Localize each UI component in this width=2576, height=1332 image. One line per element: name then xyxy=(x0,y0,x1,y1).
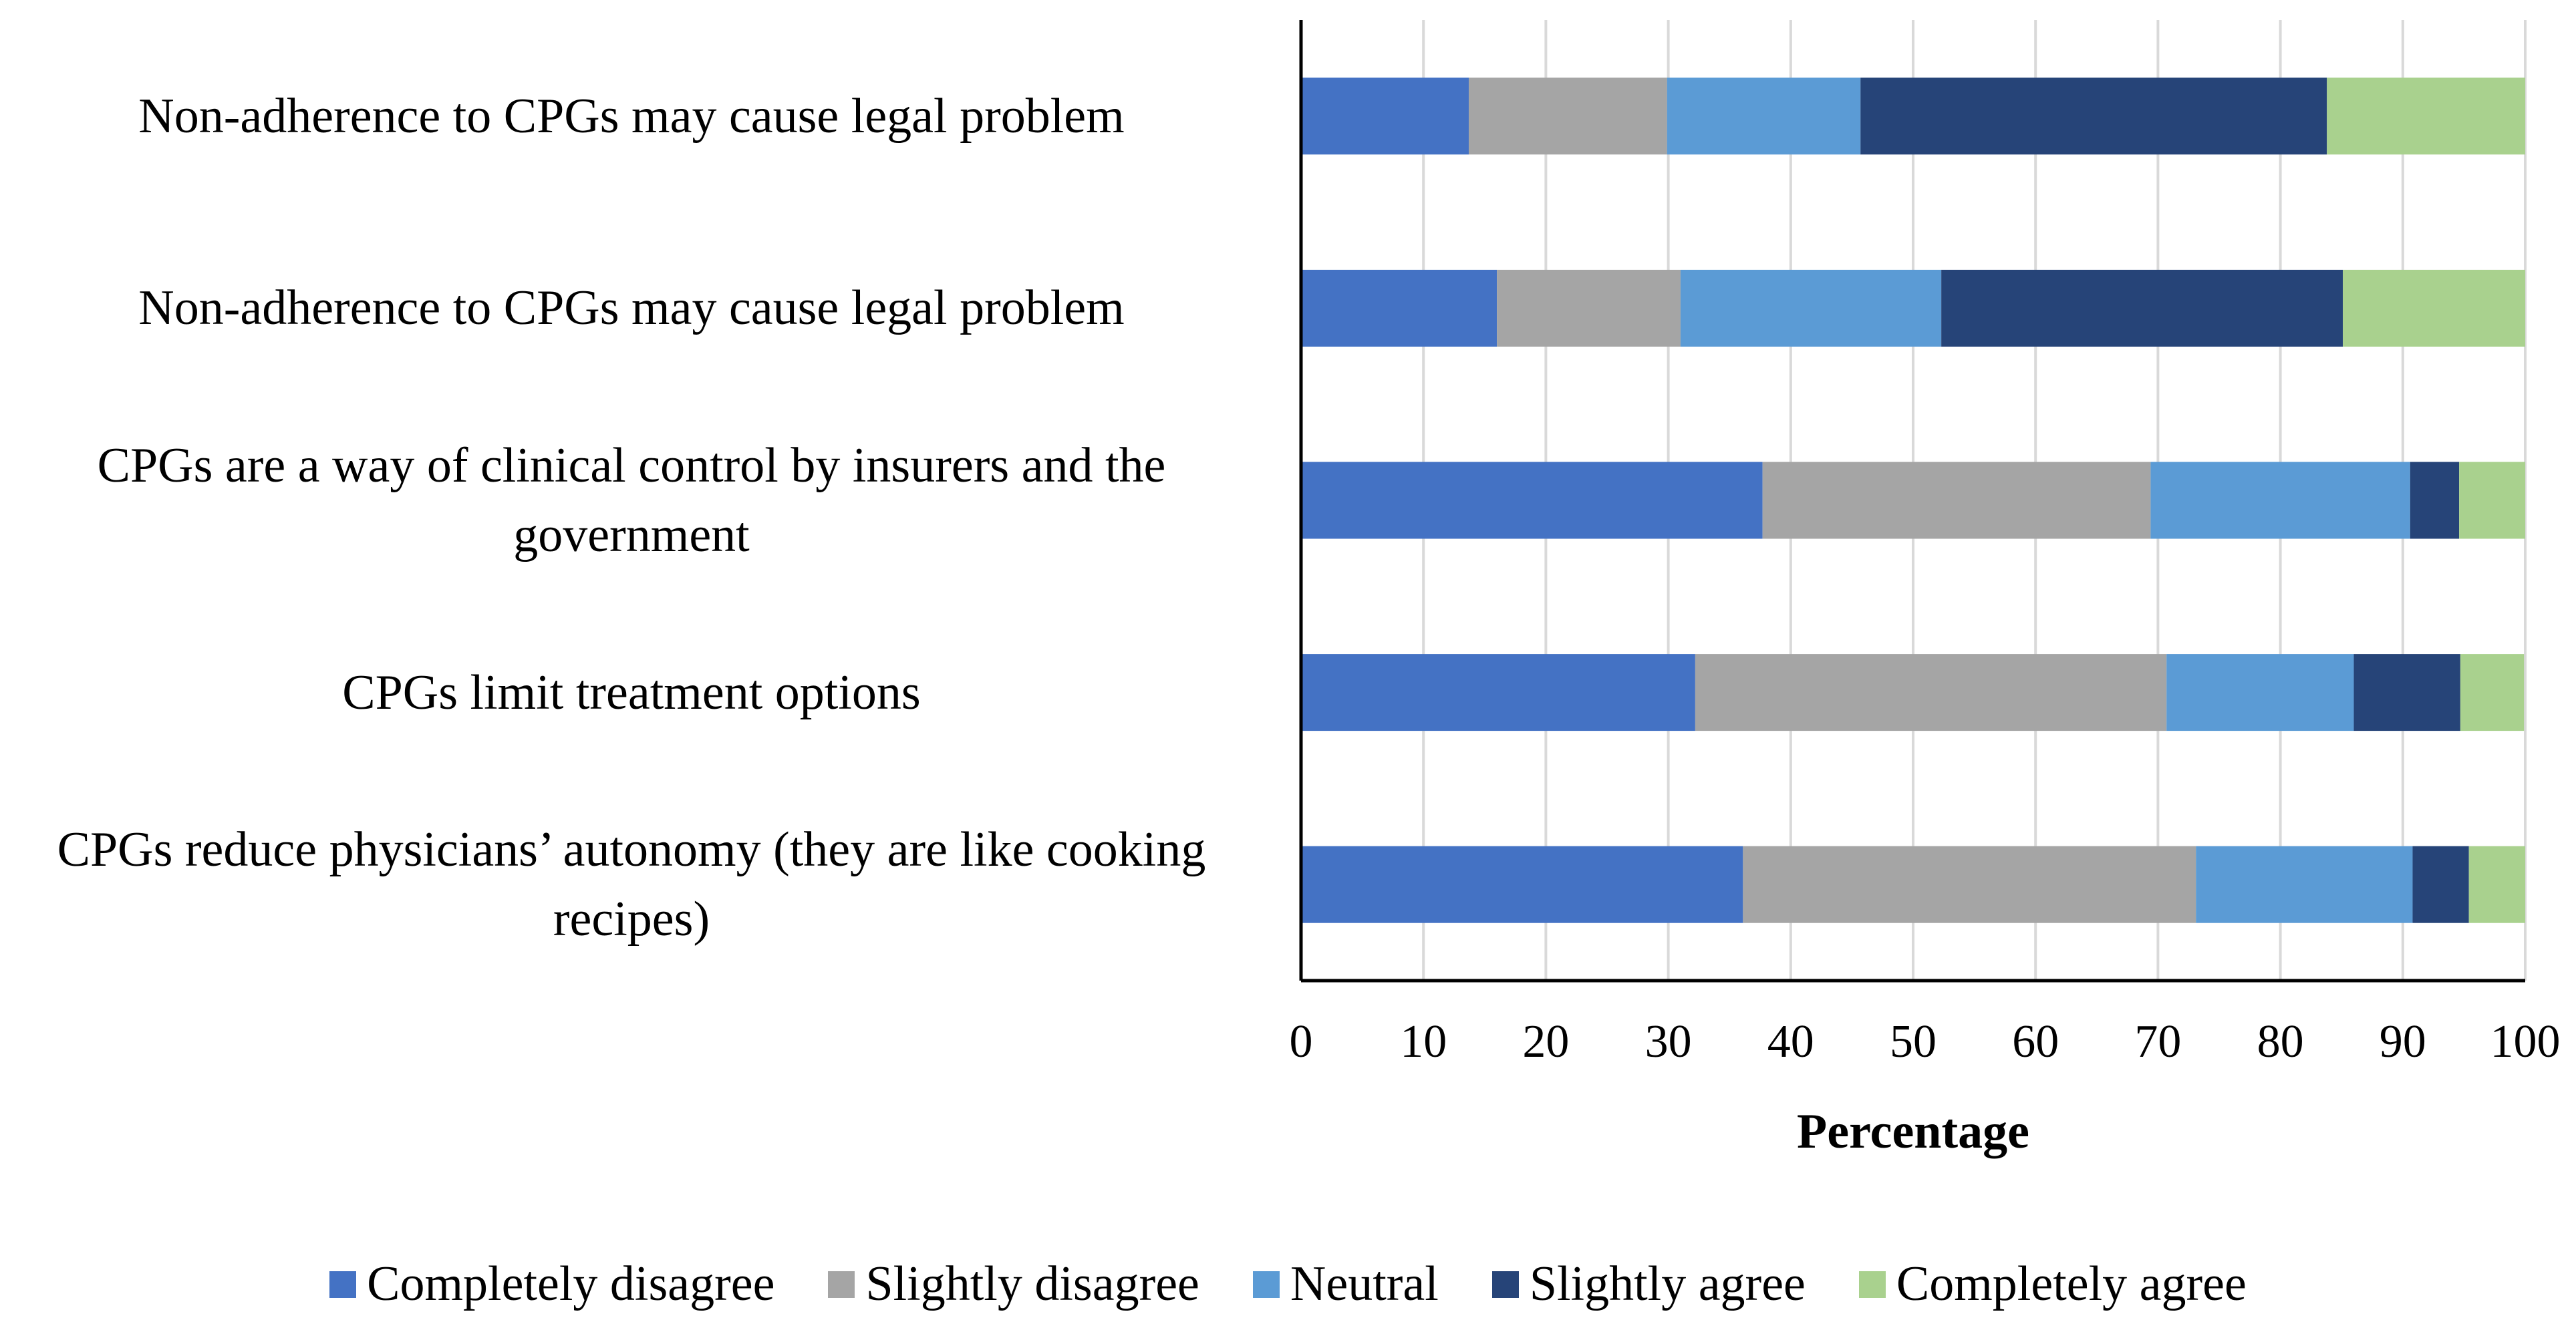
bar-segment xyxy=(1301,654,1695,731)
bar-segment xyxy=(2343,269,2525,347)
bar-segment xyxy=(2460,654,2525,731)
x-tick-label: 70 xyxy=(2134,1016,2181,1067)
legend-swatch xyxy=(828,1271,855,1298)
x-axis-title: Percentage xyxy=(1797,1104,2029,1159)
legend-item: Completely disagree xyxy=(329,1256,774,1313)
legend-label: Completely disagree xyxy=(367,1257,775,1311)
bar-segment xyxy=(2468,846,2525,923)
bar-segment xyxy=(1860,77,2327,155)
category-label: Non-adherence to CPGs may cause legal pr… xyxy=(138,281,1125,336)
bar-segment xyxy=(2166,654,2354,731)
bar-segment xyxy=(2150,462,2410,539)
bar-segment xyxy=(2412,846,2469,923)
bar-segment xyxy=(1680,269,1942,347)
category-label: CPGs limit treatment options xyxy=(342,665,921,720)
legend-swatch xyxy=(1491,1271,1519,1298)
bar-segment xyxy=(1941,269,2343,347)
legend-label: Completely agree xyxy=(1896,1257,2247,1311)
category-label: Non-adherence to CPGs may cause legal pr… xyxy=(138,88,1125,144)
x-tick-label: 50 xyxy=(1890,1016,1937,1067)
bar-segment xyxy=(1468,77,1667,155)
legend-item: Slightly disagree xyxy=(828,1256,1199,1313)
x-tick-label: 100 xyxy=(2490,1016,2561,1067)
legend-item: Completely agree xyxy=(1858,1256,2247,1313)
legend-swatch xyxy=(329,1271,357,1298)
legend-label: Slightly disagree xyxy=(865,1257,1199,1311)
bar-segment xyxy=(1695,654,2167,731)
legend-swatch xyxy=(1252,1271,1280,1298)
bar-segment xyxy=(2353,654,2460,731)
x-tick-label: 90 xyxy=(2380,1016,2426,1067)
x-tick-label: 40 xyxy=(1767,1016,1814,1067)
bar-segment xyxy=(1301,77,1469,155)
legend-item: Slightly agree xyxy=(1491,1256,1806,1313)
category-label: CPGs are a way of clinical control by in… xyxy=(97,438,1166,562)
bar-segment xyxy=(2459,462,2525,539)
x-tick-label: 80 xyxy=(2257,1016,2304,1067)
bar-segment xyxy=(1301,846,1743,923)
x-tick-label: 0 xyxy=(1290,1016,1313,1067)
bar-segment xyxy=(1301,462,1763,539)
bar-segment xyxy=(2196,846,2413,923)
x-tick-label: 10 xyxy=(1400,1016,1447,1067)
legend-label: Slightly agree xyxy=(1529,1257,1806,1311)
legend: Completely disagree Slightly disagree Neut… xyxy=(0,1256,2576,1313)
bar-segment xyxy=(2410,462,2460,539)
x-tick-label: 30 xyxy=(1645,1016,1692,1067)
bar-segment xyxy=(2327,77,2525,155)
bars xyxy=(1301,77,2525,923)
bar-segment xyxy=(1497,269,1681,347)
x-tick-label: 60 xyxy=(2012,1016,2059,1067)
legend-swatch xyxy=(1858,1271,1886,1298)
category-label: CPGs reduce physicians’ autonomy (they a… xyxy=(57,822,1206,947)
bar-segment xyxy=(1301,269,1497,347)
legend-label: Neutral xyxy=(1290,1257,1439,1311)
legend-item: Neutral xyxy=(1252,1256,1439,1313)
bar-segment xyxy=(1667,77,1861,155)
bar-segment xyxy=(1743,846,2196,923)
x-tick-label: 20 xyxy=(1522,1016,1569,1067)
bar-segment xyxy=(1762,462,2151,539)
